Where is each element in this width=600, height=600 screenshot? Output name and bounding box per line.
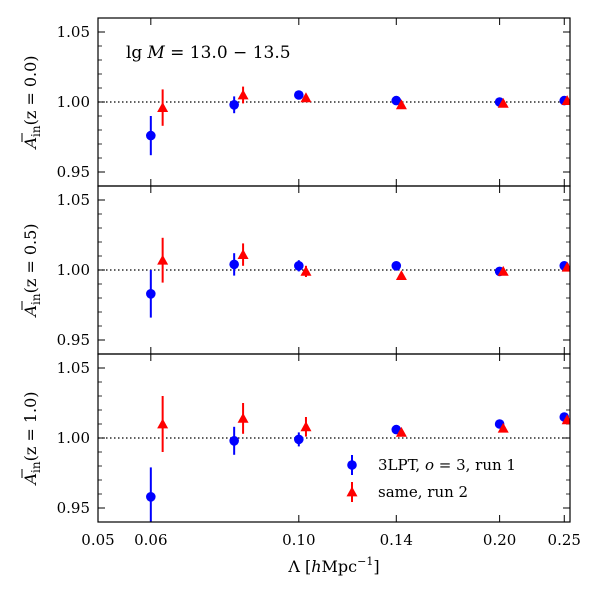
panel-1: 0.95 1.00 1.05 Ain(z = 0.0) — [21, 17, 571, 187]
data-point — [237, 412, 249, 423]
y-tick-label: 1.05 — [57, 23, 90, 41]
legend-label: same, run 2 — [378, 483, 468, 501]
panel-3: 0.95 1.00 1.05 Ain(z = 1.0) — [21, 353, 571, 523]
x-tick-label: 0.05 — [81, 531, 114, 549]
legend-label: 3LPT, o = 3, run 1 — [378, 456, 516, 474]
data-point — [157, 102, 169, 112]
y-tick-label: 0.95 — [57, 331, 90, 349]
data-point — [294, 261, 304, 271]
data-point — [229, 100, 239, 110]
data-point — [229, 259, 239, 270]
y-tick-label: 1.00 — [57, 429, 90, 447]
data-point — [237, 89, 249, 100]
y-tick-label: 1.05 — [57, 191, 90, 209]
x-tick-label: 0.06 — [134, 531, 167, 549]
series-run-2 — [157, 396, 570, 452]
data-point — [300, 265, 312, 276]
series-run-1 — [146, 90, 570, 156]
panel-2: 0.95 1.00 1.05 Ain(z = 0.5) — [21, 185, 571, 355]
data-point — [497, 422, 509, 433]
data-point — [146, 492, 156, 502]
y-tick-label: 0.95 — [57, 163, 90, 181]
data-point — [146, 289, 156, 299]
data-point — [395, 270, 407, 280]
data-point — [497, 265, 509, 276]
y-axis-title: Ain(z = 1.0) — [21, 391, 43, 486]
data-point — [157, 418, 169, 429]
data-point — [561, 261, 570, 272]
legend-entry: 3LPT, o = 3, run 1 — [347, 455, 516, 475]
data-point — [146, 130, 156, 141]
series-run-2 — [157, 86, 570, 126]
y-axis-title: Ain(z = 0.0) — [21, 55, 43, 150]
data-point — [561, 414, 570, 425]
legend-marker — [347, 460, 357, 470]
y-tick-label: 1.00 — [57, 93, 90, 111]
series-run-1 — [146, 412, 570, 522]
x-tick-label: 0.14 — [380, 531, 413, 549]
data-point — [294, 90, 304, 100]
data-point — [561, 95, 570, 105]
series-run-2 — [157, 237, 570, 283]
y-tick-label: 1.05 — [57, 359, 90, 377]
y-axis-title: Ain(z = 0.5) — [21, 223, 43, 318]
data-point — [237, 249, 249, 259]
legend: 3LPT, o = 3, run 1 same, run 2 — [346, 455, 516, 502]
annotation: lg M = 13.0 − 13.5 — [126, 43, 291, 63]
data-point — [391, 261, 402, 271]
legend-marker — [346, 486, 358, 497]
panel-frame — [97, 353, 571, 523]
data-point — [229, 436, 239, 446]
x-axis-title: Λ [hMpc−1] — [287, 555, 379, 576]
x-tick-label: 0.10 — [282, 531, 315, 549]
x-tick-label: 0.20 — [483, 531, 516, 549]
data-point — [300, 92, 312, 103]
data-point — [300, 421, 312, 432]
y-tick-label: 1.00 — [57, 261, 90, 279]
y-tick-label: 0.95 — [57, 499, 90, 517]
data-point — [391, 95, 402, 106]
data-point — [497, 97, 509, 108]
data-point — [395, 99, 407, 110]
data-point — [157, 254, 169, 265]
x-tick-label: 0.25 — [548, 531, 581, 549]
series-run-1 — [146, 253, 570, 318]
data-point — [294, 434, 304, 445]
legend-entry: same, run 2 — [346, 482, 468, 502]
data-point — [395, 426, 407, 437]
